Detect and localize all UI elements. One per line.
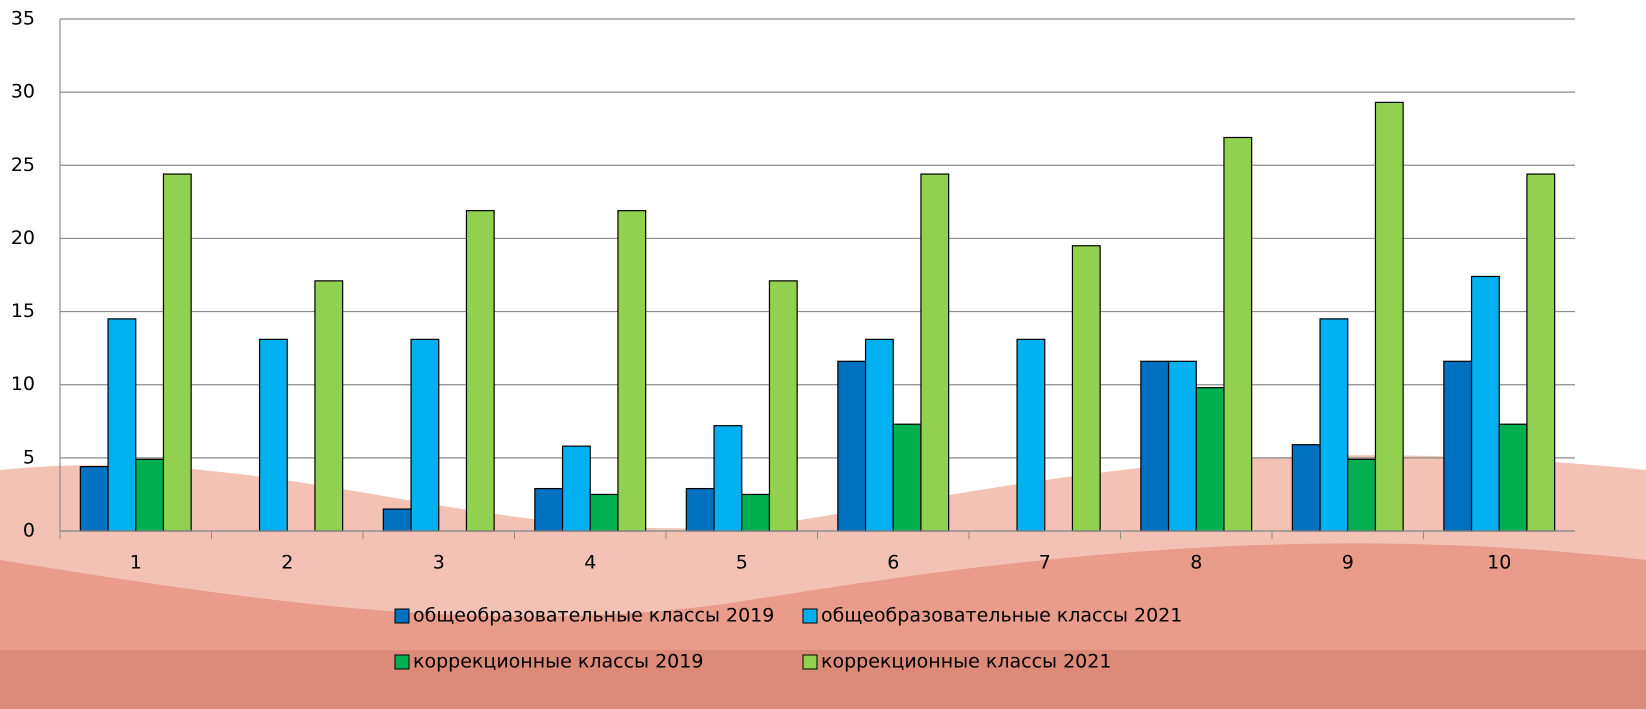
background-decoration: [0, 650, 1646, 709]
bar: [1443, 360, 1473, 532]
legend-marker: [394, 654, 410, 670]
y-tick-label: 10: [11, 373, 35, 395]
bar: [410, 338, 440, 532]
y-tick-label: 30: [11, 81, 35, 103]
bar: [465, 210, 495, 532]
bar: [617, 210, 647, 532]
bar: [1140, 360, 1170, 532]
legend-marker: [802, 608, 818, 624]
bar: [1291, 444, 1321, 532]
bar: [768, 280, 798, 532]
x-tick-label: 9: [1342, 552, 1354, 574]
bar: [892, 423, 922, 532]
x-tick-label: 1: [130, 552, 142, 574]
bar: [258, 338, 288, 532]
x-tick-label: 8: [1190, 552, 1202, 574]
legend-marker: [802, 654, 818, 670]
bar: [135, 458, 165, 532]
y-tick-label: 15: [11, 300, 35, 322]
y-tick-label: 20: [11, 227, 35, 249]
y-tick-label: 0: [23, 520, 35, 542]
bar: [864, 338, 894, 532]
bar: [685, 487, 715, 532]
bar: [1470, 275, 1500, 532]
x-tick-label: 7: [1039, 552, 1051, 574]
bar: [1167, 360, 1197, 532]
x-tick-label: 10: [1487, 552, 1511, 574]
bar: [713, 425, 743, 532]
bar: [1374, 101, 1404, 532]
bar: [1195, 387, 1225, 532]
y-tick-label: 25: [11, 154, 35, 176]
legend-label: общеобразовательные классы 2021: [821, 605, 1182, 627]
legend-label: коррекционные классы 2019: [413, 651, 703, 673]
bar: [1071, 245, 1101, 532]
bar: [534, 487, 564, 532]
x-tick-label: 2: [281, 552, 293, 574]
bar: [107, 318, 137, 532]
bar: [837, 360, 867, 532]
legend-marker: [394, 608, 410, 624]
bar: [561, 445, 591, 532]
bar: [1016, 338, 1046, 532]
legend-label: коррекционные классы 2021: [821, 651, 1111, 673]
x-tick-label: 5: [736, 552, 748, 574]
y-tick-label: 35: [11, 8, 35, 30]
bar: [162, 173, 192, 532]
x-tick-label: 4: [584, 552, 596, 574]
x-tick-label: 6: [887, 552, 899, 574]
bar: [1319, 318, 1349, 532]
bar: [79, 466, 109, 532]
bar: [1498, 423, 1528, 532]
x-tick-label: 3: [433, 552, 445, 574]
bar: [382, 508, 412, 532]
bar: [1526, 173, 1556, 532]
bar: [589, 493, 619, 532]
bar: [314, 280, 344, 532]
y-tick-label: 5: [23, 446, 35, 468]
legend-label: общеобразовательные классы 2019: [413, 605, 774, 627]
bar: [1347, 458, 1377, 532]
bar: [1223, 136, 1253, 532]
bar: [920, 173, 950, 532]
bar: [741, 493, 771, 532]
